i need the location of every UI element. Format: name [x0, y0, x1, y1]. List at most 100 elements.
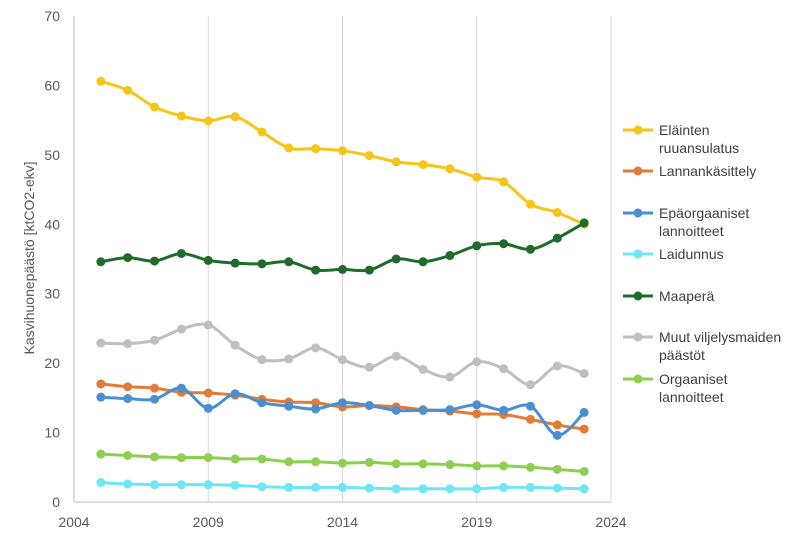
y-tick-label: 20 [44, 355, 60, 371]
data-point [579, 484, 589, 494]
legend-swatch-marker [633, 166, 643, 176]
data-point [96, 257, 106, 267]
data-point [472, 172, 482, 182]
data-point [418, 459, 428, 469]
y-tick-label: 60 [44, 77, 60, 93]
legend-label: Maaperä [659, 288, 714, 304]
data-point [150, 452, 160, 462]
data-point [391, 459, 401, 469]
y-tick-label: 30 [44, 286, 60, 302]
data-point [176, 324, 186, 334]
data-point [123, 85, 133, 95]
data-point [284, 482, 294, 492]
data-point [525, 244, 535, 254]
data-point [552, 430, 562, 440]
legend-label: Muut viljelysmaiden päästöt [659, 329, 781, 363]
data-point [499, 461, 509, 471]
legend-entry-3: Laidunnus [623, 246, 724, 262]
data-point [257, 398, 267, 408]
legend-swatch-marker [633, 208, 643, 218]
data-point [257, 259, 267, 269]
data-point [311, 398, 321, 408]
data-point [391, 351, 401, 361]
legend-label: Lannankäsittely [659, 163, 756, 179]
data-point [203, 403, 213, 413]
data-point [230, 340, 240, 350]
data-point [445, 484, 455, 494]
data-point [338, 482, 347, 492]
legend-swatch-marker [633, 291, 643, 301]
y-tick-label: 10 [44, 425, 60, 441]
data-point [96, 379, 106, 389]
data-point [472, 461, 482, 471]
series-2 [96, 383, 589, 440]
data-point [96, 478, 106, 488]
data-point [203, 116, 213, 126]
legend-label: Laidunnus [659, 246, 724, 262]
data-point [579, 407, 589, 417]
data-point [418, 257, 428, 267]
data-point [472, 357, 482, 367]
legend-swatch-marker [633, 332, 643, 342]
data-point [445, 405, 455, 415]
series-0 [96, 76, 589, 229]
data-point [203, 388, 213, 398]
series-3 [96, 478, 589, 494]
axes: 0 10 20 30 40 50 60 70 2004 2009 2014 2019 2024 [44, 8, 626, 530]
series-6 [96, 449, 589, 476]
data-point [176, 453, 186, 463]
data-point [230, 389, 240, 399]
data-point [230, 258, 240, 268]
data-point [257, 482, 267, 492]
data-point [552, 483, 562, 493]
data-point [96, 338, 106, 348]
data-point [445, 460, 455, 470]
data-point [284, 354, 294, 364]
data-point [391, 254, 401, 264]
legend-swatch-marker [633, 374, 643, 384]
legend: Eläinten ruuansulatus Lannankäsittely Epäor… [623, 122, 781, 405]
data-point [472, 400, 482, 410]
data-point [418, 160, 428, 170]
x-tick-label: 2014 [327, 514, 358, 530]
data-point [579, 424, 589, 434]
data-point [230, 454, 240, 464]
data-point [499, 364, 509, 374]
data-point [284, 457, 294, 467]
data-point [391, 157, 401, 167]
data-point [391, 405, 401, 415]
data-point [123, 339, 133, 349]
data-point [579, 466, 589, 476]
series-4 [96, 218, 589, 275]
data-point [364, 362, 374, 372]
y-axis-label: Kasvihuonepäästö [ktCO2-ekv] [21, 162, 37, 355]
legend-entry-6: Orgaaniset lannoitteet [623, 371, 728, 405]
data-point [418, 405, 428, 415]
data-point [230, 480, 240, 490]
series-5 [96, 320, 589, 390]
data-point [311, 265, 321, 275]
data-point [311, 144, 321, 154]
data-point [364, 265, 374, 275]
data-point [150, 102, 160, 112]
y-tick-label: 70 [44, 8, 60, 24]
data-point [203, 320, 213, 330]
data-point [257, 127, 267, 137]
data-point [176, 383, 186, 393]
legend-swatch-marker [633, 249, 643, 259]
legend-entry-2: Epäorgaaniset lannoitteet [623, 205, 749, 239]
y-tick-label: 50 [44, 147, 60, 163]
data-point [96, 449, 106, 459]
data-point [338, 146, 347, 156]
data-point [284, 401, 294, 411]
data-point [418, 484, 428, 494]
x-tick-label: 2019 [461, 514, 492, 530]
data-point [364, 457, 374, 467]
data-point [150, 256, 160, 266]
x-tick-label: 2024 [595, 514, 626, 530]
data-point [203, 255, 213, 265]
data-point [552, 420, 562, 430]
data-point [150, 383, 160, 393]
y-tick-label: 40 [44, 216, 60, 232]
